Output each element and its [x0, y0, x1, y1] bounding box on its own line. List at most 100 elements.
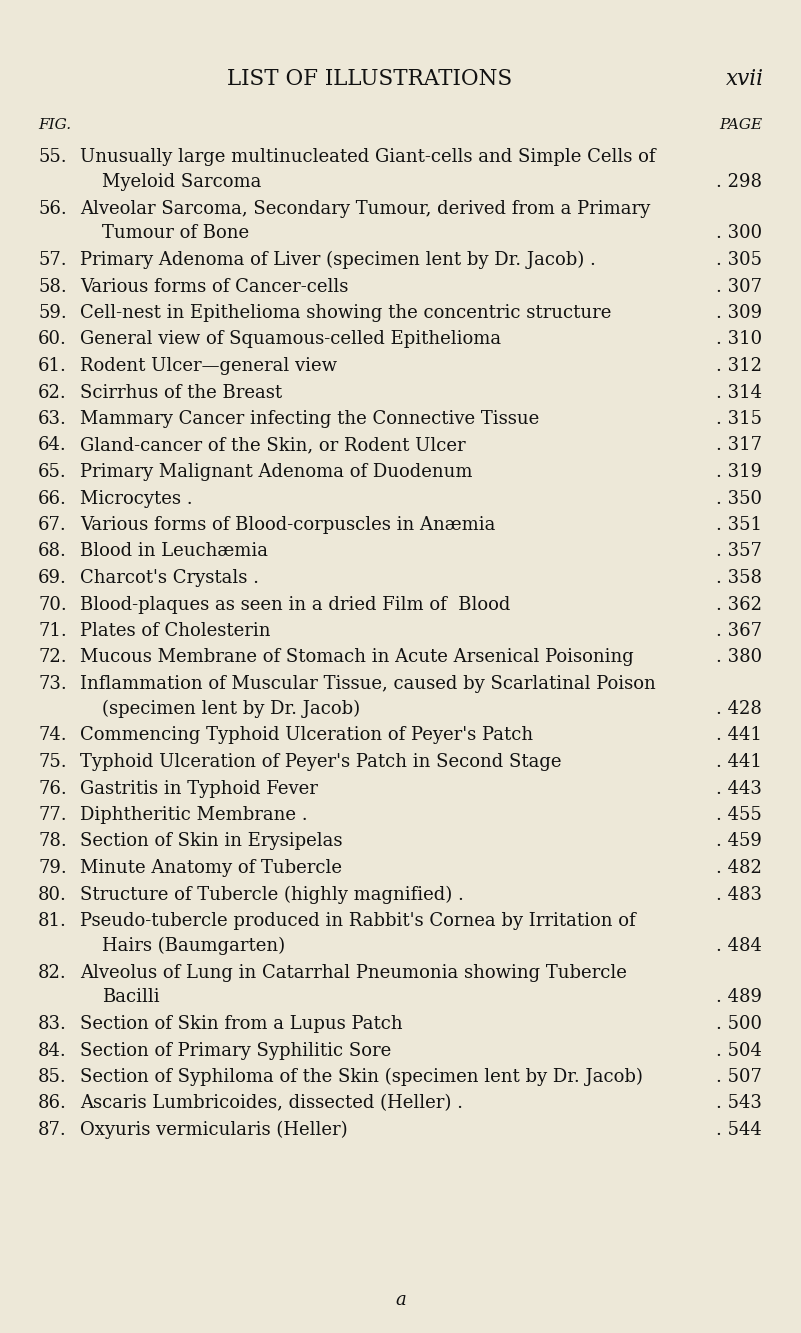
Text: Bacilli: Bacilli [102, 989, 159, 1006]
Text: Charcot's Crystals .: Charcot's Crystals . [80, 569, 259, 587]
Text: Plates of Cholesterin: Plates of Cholesterin [80, 623, 271, 640]
Text: Section of Syphiloma of the Skin (specimen lent by Dr. Jacob): Section of Syphiloma of the Skin (specim… [80, 1068, 643, 1086]
Text: 80.: 80. [38, 885, 66, 904]
Text: FIG.: FIG. [38, 119, 71, 132]
Text: Gland-cancer of the Skin, or Rodent Ulcer: Gland-cancer of the Skin, or Rodent Ulce… [80, 436, 465, 455]
Text: . 358: . 358 [716, 569, 762, 587]
Text: 70.: 70. [38, 596, 66, 613]
Text: . 298: . 298 [716, 173, 762, 191]
Text: . 351: . 351 [716, 516, 762, 535]
Text: . 350: . 350 [716, 489, 762, 508]
Text: . 443: . 443 [716, 780, 762, 797]
Text: . 307: . 307 [716, 277, 762, 296]
Text: . 482: . 482 [716, 858, 762, 877]
Text: 81.: 81. [38, 912, 66, 930]
Text: (specimen lent by Dr. Jacob): (specimen lent by Dr. Jacob) [102, 700, 360, 718]
Text: 60.: 60. [38, 331, 66, 348]
Text: Minute Anatomy of Tubercle: Minute Anatomy of Tubercle [80, 858, 342, 877]
Text: . 441: . 441 [716, 753, 762, 770]
Text: Typhoid Ulceration of Peyer's Patch in Second Stage: Typhoid Ulceration of Peyer's Patch in S… [80, 753, 562, 770]
Text: 58.: 58. [38, 277, 66, 296]
Text: 63.: 63. [38, 411, 66, 428]
Text: Hairs (Baumgarten): Hairs (Baumgarten) [102, 937, 285, 956]
Text: Section of Primary Syphilitic Sore: Section of Primary Syphilitic Sore [80, 1041, 391, 1060]
Text: a: a [396, 1290, 406, 1309]
Text: . 380: . 380 [716, 648, 762, 666]
Text: . 428: . 428 [716, 700, 762, 718]
Text: 57.: 57. [38, 251, 66, 269]
Text: . 312: . 312 [716, 357, 762, 375]
Text: . 317: . 317 [716, 436, 762, 455]
Text: 68.: 68. [38, 543, 66, 560]
Text: Section of Skin in Erysipelas: Section of Skin in Erysipelas [80, 833, 343, 850]
Text: 83.: 83. [38, 1014, 66, 1033]
Text: 67.: 67. [38, 516, 66, 535]
Text: 77.: 77. [38, 806, 66, 824]
Text: Blood-plaques as seen in a dried Film of  Blood: Blood-plaques as seen in a dried Film of… [80, 596, 510, 613]
Text: 85.: 85. [38, 1068, 66, 1086]
Text: Mammary Cancer infecting the Connective Tissue: Mammary Cancer infecting the Connective … [80, 411, 539, 428]
Text: . 455: . 455 [716, 806, 762, 824]
Text: PAGE: PAGE [718, 119, 762, 132]
Text: Alveolar Sarcoma, Secondary Tumour, derived from a Primary: Alveolar Sarcoma, Secondary Tumour, deri… [80, 200, 650, 217]
Text: 61.: 61. [38, 357, 66, 375]
Text: 66.: 66. [38, 489, 66, 508]
Text: . 357: . 357 [716, 543, 762, 560]
Text: . 483: . 483 [716, 885, 762, 904]
Text: 76.: 76. [38, 780, 66, 797]
Text: . 367: . 367 [716, 623, 762, 640]
Text: . 484: . 484 [716, 937, 762, 954]
Text: 64.: 64. [38, 436, 66, 455]
Text: . 543: . 543 [716, 1094, 762, 1113]
Text: Structure of Tubercle (highly magnified) .: Structure of Tubercle (highly magnified)… [80, 885, 464, 904]
Text: 75.: 75. [38, 753, 66, 770]
Text: . 489: . 489 [716, 989, 762, 1006]
Text: Pseudo-tubercle produced in Rabbit's Cornea by Irritation of: Pseudo-tubercle produced in Rabbit's Cor… [80, 912, 636, 930]
Text: . 310: . 310 [716, 331, 762, 348]
Text: . 544: . 544 [716, 1121, 762, 1138]
Text: Scirrhus of the Breast: Scirrhus of the Breast [80, 384, 282, 401]
Text: 56.: 56. [38, 200, 66, 217]
Text: Microcytes .: Microcytes . [80, 489, 192, 508]
Text: . 305: . 305 [716, 251, 762, 269]
Text: 87.: 87. [38, 1121, 66, 1138]
Text: 86.: 86. [38, 1094, 66, 1113]
Text: . 500: . 500 [716, 1014, 762, 1033]
Text: LIST OF ILLUSTRATIONS: LIST OF ILLUSTRATIONS [227, 68, 513, 91]
Text: Oxyuris vermicularis (Heller): Oxyuris vermicularis (Heller) [80, 1121, 348, 1140]
Text: General view of Squamous-celled Epithelioma: General view of Squamous-celled Epitheli… [80, 331, 501, 348]
Text: 59.: 59. [38, 304, 66, 323]
Text: Commencing Typhoid Ulceration of Peyer's Patch: Commencing Typhoid Ulceration of Peyer's… [80, 726, 533, 745]
Text: Inflammation of Muscular Tissue, caused by Scarlatinal Poison: Inflammation of Muscular Tissue, caused … [80, 674, 656, 693]
Text: 72.: 72. [38, 648, 66, 666]
Text: 62.: 62. [38, 384, 66, 401]
Text: Rodent Ulcer—general view: Rodent Ulcer—general view [80, 357, 337, 375]
Text: 55.: 55. [38, 148, 66, 167]
Text: Gastritis in Typhoid Fever: Gastritis in Typhoid Fever [80, 780, 318, 797]
Text: Mucous Membrane of Stomach in Acute Arsenical Poisoning: Mucous Membrane of Stomach in Acute Arse… [80, 648, 634, 666]
Text: Unusually large multinucleated Giant-cells and Simple Cells of: Unusually large multinucleated Giant-cel… [80, 148, 655, 167]
Text: 84.: 84. [38, 1041, 66, 1060]
Text: . 507: . 507 [716, 1068, 762, 1086]
Text: . 362: . 362 [716, 596, 762, 613]
Text: 79.: 79. [38, 858, 66, 877]
Text: Primary Malignant Adenoma of Duodenum: Primary Malignant Adenoma of Duodenum [80, 463, 473, 481]
Text: Various forms of Blood-corpuscles in Anæmia: Various forms of Blood-corpuscles in Anæ… [80, 516, 495, 535]
Text: 65.: 65. [38, 463, 66, 481]
Text: Section of Skin from a Lupus Patch: Section of Skin from a Lupus Patch [80, 1014, 403, 1033]
Text: . 315: . 315 [716, 411, 762, 428]
Text: . 314: . 314 [716, 384, 762, 401]
Text: 74.: 74. [38, 726, 66, 745]
Text: Primary Adenoma of Liver (specimen lent by Dr. Jacob) .: Primary Adenoma of Liver (specimen lent … [80, 251, 596, 269]
Text: xvii: xvii [726, 68, 764, 91]
Text: . 319: . 319 [716, 463, 762, 481]
Text: . 300: . 300 [716, 224, 762, 243]
Text: Diphtheritic Membrane .: Diphtheritic Membrane . [80, 806, 308, 824]
Text: . 459: . 459 [716, 833, 762, 850]
Text: 78.: 78. [38, 833, 66, 850]
Text: Various forms of Cancer-cells: Various forms of Cancer-cells [80, 277, 348, 296]
Text: 71.: 71. [38, 623, 66, 640]
Text: . 504: . 504 [716, 1041, 762, 1060]
Text: . 441: . 441 [716, 726, 762, 745]
Text: Cell-nest in Epithelioma showing the concentric structure: Cell-nest in Epithelioma showing the con… [80, 304, 611, 323]
